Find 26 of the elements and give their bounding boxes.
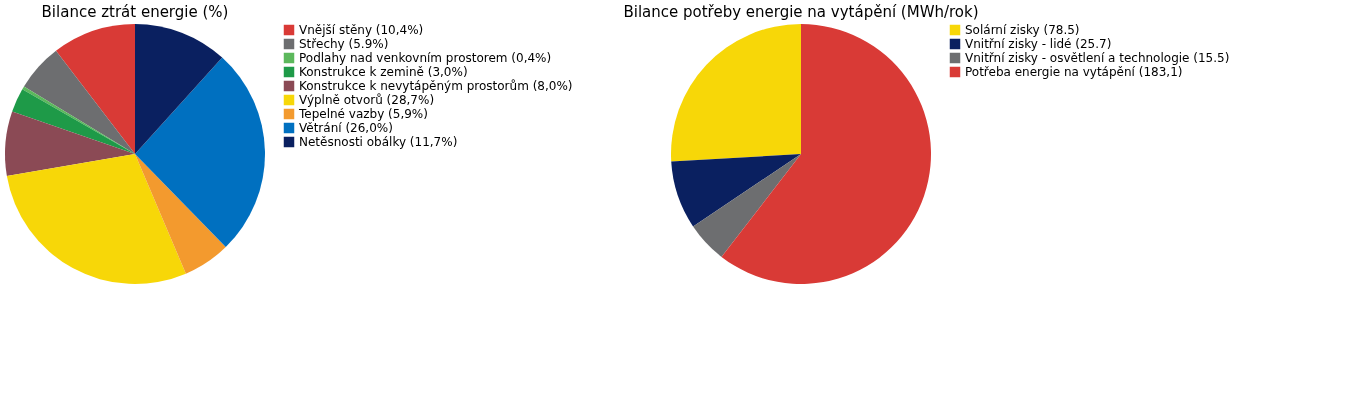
pie-slice <box>135 57 265 248</box>
legend-label: Vnitřní zisky - lidé (25.7) <box>965 37 1112 51</box>
legend-label: Potřeba energie na vytápění (183,1) <box>965 65 1183 79</box>
legend-label: Vnitřní zisky - osvětlení a technologie (15.5) <box>965 51 1230 65</box>
pie-slice <box>6 154 186 284</box>
pie-slice <box>671 154 801 227</box>
legend-label: Netěsnosti obálky (11,7%) <box>299 135 458 149</box>
pie-slice <box>5 111 135 176</box>
legend-label: Vnější stěny (10,4%) <box>299 23 424 37</box>
legend-label: Tepelné vazby (5,9%) <box>298 107 428 121</box>
chart-title: Bilance ztrát energie (%) <box>41 3 229 21</box>
pie-slice <box>671 24 801 162</box>
pie-slice <box>23 50 135 154</box>
legend-label: Výplně otvorů (28,7%) <box>299 93 435 107</box>
legend-label: Konstrukce k nevytápěným prostorům (8,0%) <box>299 79 573 93</box>
legend-label: Střechy (5.9%) <box>299 37 389 51</box>
pie-slice <box>55 24 135 154</box>
legend-label: Solární zisky (78.5) <box>965 23 1080 37</box>
pie-slice <box>721 24 931 284</box>
legend-label: Větrání (26,0%) <box>299 121 393 135</box>
legend-label: Konstrukce k zemině (3,0%) <box>299 65 468 79</box>
legend-label: Podlahy nad venkovním prostorem (0,4%) <box>299 51 552 65</box>
chart-title: Bilance potřeby energie na vytápění (MWh/rok) <box>623 3 979 21</box>
pie-slice <box>135 154 226 274</box>
pie-slice <box>135 24 223 154</box>
pie-slice <box>693 154 801 257</box>
